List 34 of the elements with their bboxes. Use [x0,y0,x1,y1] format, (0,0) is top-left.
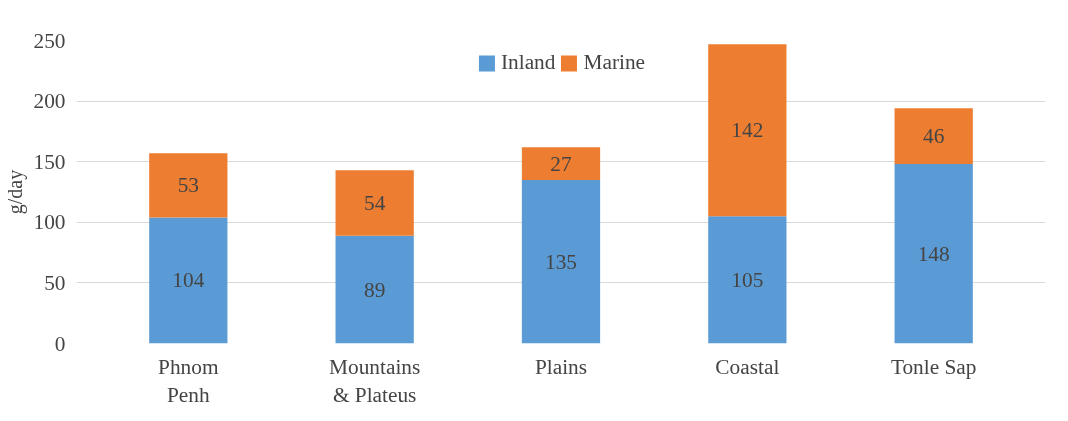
data-label: 54 [363,190,386,215]
bar [708,44,787,217]
x-tick-label: Mountains & Plateus [329,354,421,408]
y-tick-label: 250 [33,28,66,53]
x-tick-label: Coastal [715,354,780,379]
data-label: 148 [917,241,950,266]
bar [149,217,228,344]
y-tick-label: 0 [54,331,66,356]
legend-label: Marine [583,50,646,75]
data-label: 27 [550,151,572,176]
bar [894,164,973,344]
x-tick-label: Phnom Penh [158,354,219,408]
bar [894,108,973,165]
data-label: 142 [731,118,764,143]
legend-label: Inland [500,50,556,75]
y-tick-label: 50 [44,270,66,295]
y-tick-label: 200 [33,89,66,114]
data-label: 46 [923,124,945,149]
y-axis-title: g/day [3,169,27,215]
bar [335,170,414,236]
x-tick-label: Plains [534,354,588,379]
bar [708,216,787,344]
data-label: 105 [731,267,764,292]
data-label: 89 [363,277,386,302]
x-tick-label: Tonle Sap [890,354,977,379]
bar [335,235,414,344]
data-label: 104 [172,268,205,293]
bar [521,147,601,180]
bar [149,153,228,218]
data-label: 135 [545,249,577,274]
y-tick-label: 150 [33,149,66,174]
data-label: 53 [177,173,199,198]
y-tick-label: 100 [33,210,66,235]
bar [521,179,601,344]
